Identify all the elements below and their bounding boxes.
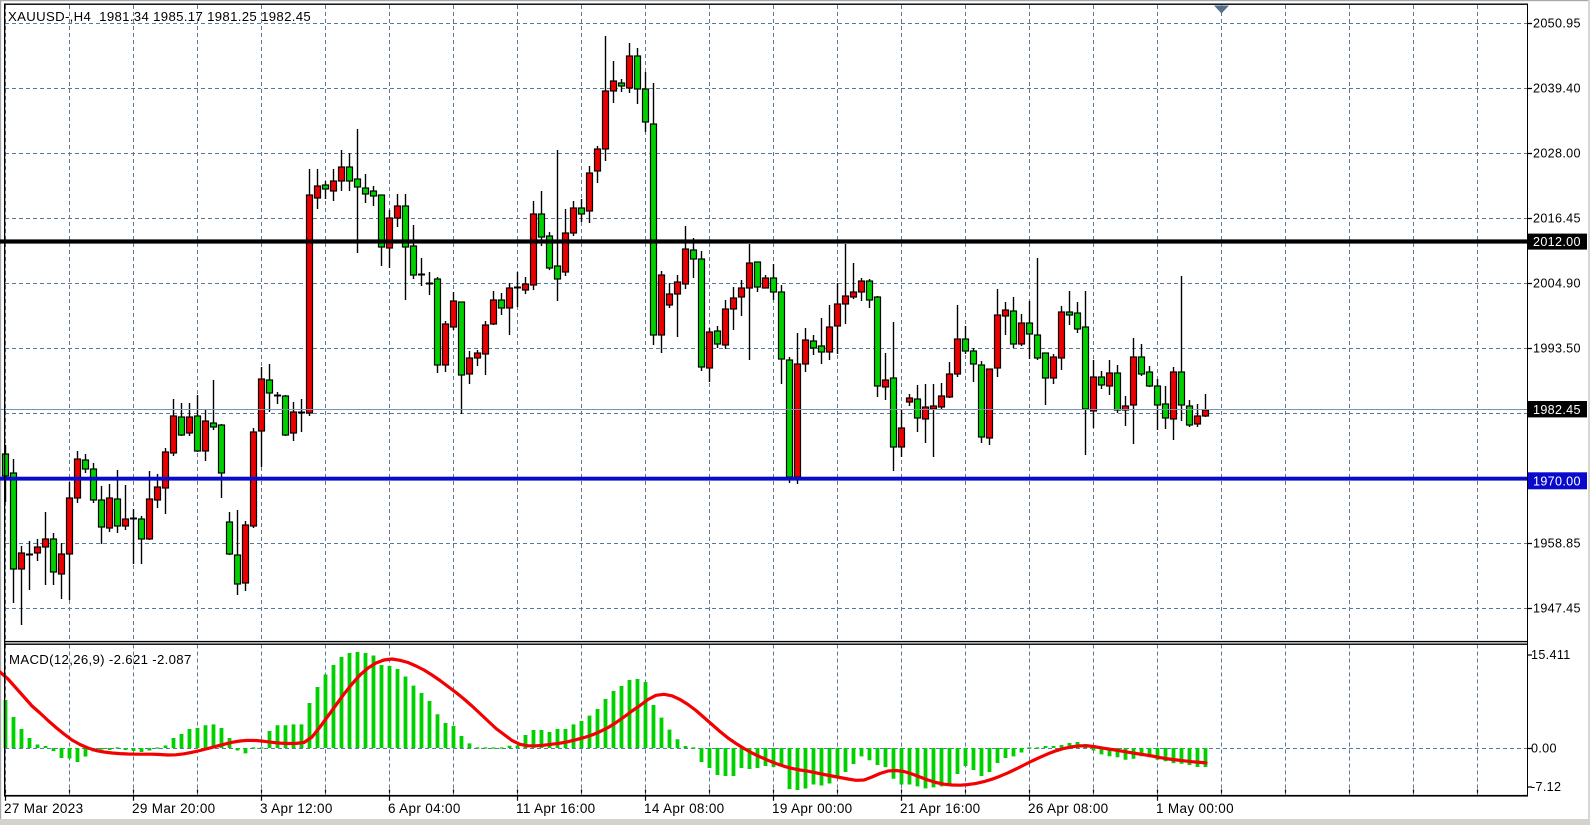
svg-text:29 Mar 20:00: 29 Mar 20:00 xyxy=(132,801,216,816)
svg-text:-7.12: -7.12 xyxy=(1531,780,1561,794)
svg-text:15.411: 15.411 xyxy=(1531,648,1571,662)
svg-text:14 Apr 08:00: 14 Apr 08:00 xyxy=(644,801,725,816)
svg-text:1958.85: 1958.85 xyxy=(1533,537,1581,551)
svg-text:2050.95: 2050.95 xyxy=(1533,17,1581,31)
svg-text:26 Apr 08:00: 26 Apr 08:00 xyxy=(1028,801,1109,816)
svg-text:2012.00: 2012.00 xyxy=(1533,235,1581,249)
svg-text:MACD(12,26,9) -2.621 -2.087: MACD(12,26,9) -2.621 -2.087 xyxy=(9,652,192,667)
svg-text:19 Apr 00:00: 19 Apr 00:00 xyxy=(772,801,853,816)
svg-text:27 Mar 2023: 27 Mar 2023 xyxy=(4,801,83,816)
svg-text:2016.45: 2016.45 xyxy=(1533,212,1581,226)
svg-text:2028.00: 2028.00 xyxy=(1533,147,1581,161)
svg-text:1993.50: 1993.50 xyxy=(1533,342,1581,356)
svg-text:1 May 00:00: 1 May 00:00 xyxy=(1156,801,1234,816)
svg-text:1982.45: 1982.45 xyxy=(1533,403,1581,417)
svg-text:11 Apr 16:00: 11 Apr 16:00 xyxy=(516,801,596,816)
svg-text:6 Apr 04:00: 6 Apr 04:00 xyxy=(388,801,461,816)
svg-text:1970.00: 1970.00 xyxy=(1533,474,1581,488)
svg-text:1947.45: 1947.45 xyxy=(1533,602,1581,616)
svg-text:3 Apr 12:00: 3 Apr 12:00 xyxy=(260,801,333,816)
svg-text:0.00: 0.00 xyxy=(1531,742,1557,756)
svg-text:21 Apr 16:00: 21 Apr 16:00 xyxy=(900,801,981,816)
svg-text:2004.90: 2004.90 xyxy=(1533,277,1581,291)
svg-text:XAUUSD-,H4 1981.34 1985.17 19: XAUUSD-,H4 1981.34 1985.17 1981.25 1982.… xyxy=(8,9,311,24)
svg-text:2039.40: 2039.40 xyxy=(1533,82,1581,96)
